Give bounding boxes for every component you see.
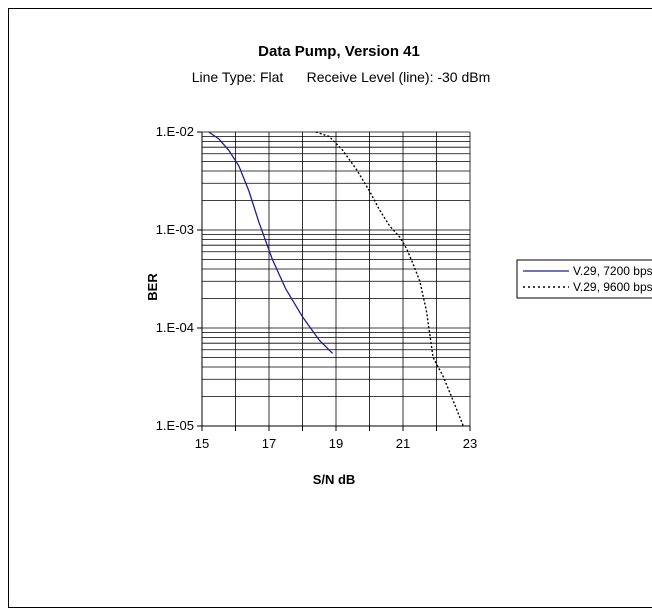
x-tick-label: 15 bbox=[195, 436, 209, 451]
chart-frame: Data Pump, Version 41 Line Type: Flat Re… bbox=[8, 8, 652, 608]
y-tick-label: 1.E-02 bbox=[156, 124, 194, 139]
series-lines bbox=[208, 131, 464, 427]
y-axis-label: BER bbox=[145, 273, 160, 301]
legend-label-1: V.29, 7200 bps bbox=[573, 264, 652, 278]
x-tick-label: 21 bbox=[396, 436, 410, 451]
x-axis-label: S/N dB bbox=[313, 472, 356, 487]
chart-title: Data Pump, Version 41 bbox=[258, 43, 420, 60]
y-tick-label: 1.E-05 bbox=[156, 418, 194, 433]
x-tick-label: 19 bbox=[329, 436, 343, 451]
series-line-1 bbox=[208, 131, 334, 354]
chart-subtitle: Line Type: Flat Receive Level (line): -3… bbox=[192, 69, 491, 85]
legend-box bbox=[516, 259, 652, 299]
y-tick-label: 1.E-03 bbox=[156, 222, 194, 237]
axes bbox=[197, 131, 471, 431]
chart-svg: Data Pump, Version 41 Line Type: Flat Re… bbox=[145, 43, 652, 487]
grid bbox=[201, 131, 471, 427]
series-line-2 bbox=[315, 131, 464, 427]
x-tick-label: 17 bbox=[262, 436, 276, 451]
y-tick-label: 1.E-04 bbox=[156, 320, 194, 335]
legend-label-2: V.29, 9600 bps bbox=[573, 280, 652, 294]
x-tick-label: 23 bbox=[463, 436, 477, 451]
tick-labels: 15 17 19 21 23 1.E-02 1.E-03 1.E-04 1.E-05 bbox=[156, 124, 478, 451]
legend: V.29, 7200 bps V.29, 9600 bps bbox=[516, 259, 652, 299]
